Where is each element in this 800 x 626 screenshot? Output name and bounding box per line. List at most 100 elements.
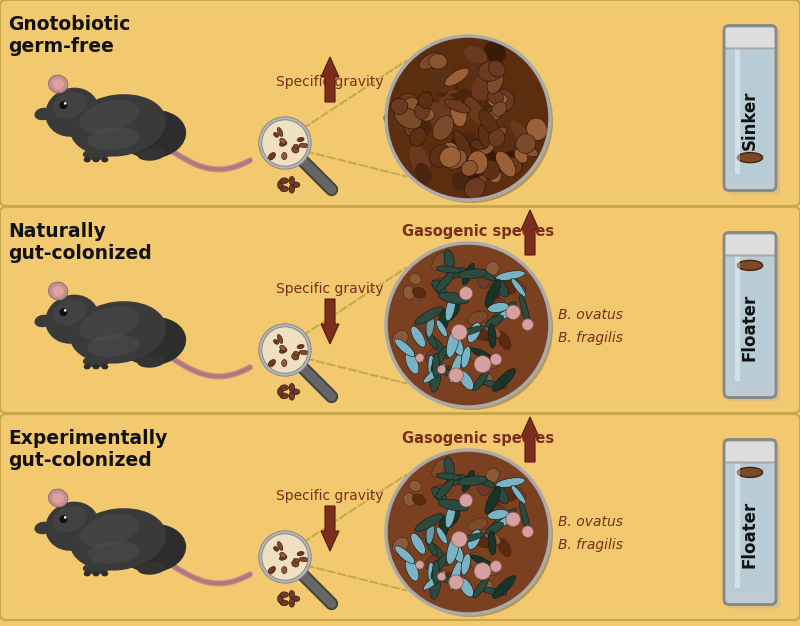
Ellipse shape xyxy=(402,99,429,122)
Circle shape xyxy=(386,450,550,614)
Ellipse shape xyxy=(70,94,166,156)
Ellipse shape xyxy=(446,535,459,565)
Text: Floater: Floater xyxy=(741,501,759,568)
Ellipse shape xyxy=(411,533,426,554)
Ellipse shape xyxy=(444,510,460,528)
Ellipse shape xyxy=(396,93,418,117)
Ellipse shape xyxy=(459,371,474,390)
Ellipse shape xyxy=(282,153,287,160)
Ellipse shape xyxy=(478,137,495,155)
Circle shape xyxy=(260,118,310,168)
Circle shape xyxy=(64,516,66,519)
Ellipse shape xyxy=(294,351,300,356)
Ellipse shape xyxy=(138,355,166,367)
Ellipse shape xyxy=(470,348,494,361)
Polygon shape xyxy=(321,57,339,102)
Ellipse shape xyxy=(403,285,414,299)
Ellipse shape xyxy=(465,178,486,198)
Ellipse shape xyxy=(280,138,286,144)
Ellipse shape xyxy=(393,331,408,346)
Circle shape xyxy=(386,243,550,407)
Polygon shape xyxy=(521,210,539,255)
Ellipse shape xyxy=(436,272,454,292)
Ellipse shape xyxy=(473,371,488,391)
Ellipse shape xyxy=(282,359,287,367)
Ellipse shape xyxy=(738,468,762,478)
Ellipse shape xyxy=(444,250,454,269)
Text: B. ovatus: B. ovatus xyxy=(558,515,623,529)
Ellipse shape xyxy=(432,487,446,503)
Ellipse shape xyxy=(46,295,99,344)
Ellipse shape xyxy=(292,560,299,567)
Ellipse shape xyxy=(280,552,286,558)
Ellipse shape xyxy=(49,489,68,507)
Ellipse shape xyxy=(436,320,447,337)
Ellipse shape xyxy=(53,493,64,503)
Ellipse shape xyxy=(472,535,492,548)
Ellipse shape xyxy=(458,476,487,486)
Ellipse shape xyxy=(516,134,536,153)
Ellipse shape xyxy=(426,522,434,544)
Circle shape xyxy=(474,563,491,580)
FancyBboxPatch shape xyxy=(724,232,776,398)
Ellipse shape xyxy=(477,269,492,289)
Ellipse shape xyxy=(280,346,286,351)
Circle shape xyxy=(451,531,467,547)
Text: Gasogenic species: Gasogenic species xyxy=(402,224,554,239)
Ellipse shape xyxy=(49,282,68,300)
Ellipse shape xyxy=(410,145,430,177)
Ellipse shape xyxy=(450,134,469,168)
Ellipse shape xyxy=(455,533,486,544)
Ellipse shape xyxy=(418,108,434,121)
Ellipse shape xyxy=(282,567,287,573)
FancyBboxPatch shape xyxy=(724,233,776,255)
Ellipse shape xyxy=(34,315,52,327)
Text: Experimentally: Experimentally xyxy=(8,429,167,448)
Ellipse shape xyxy=(405,121,421,136)
Ellipse shape xyxy=(87,128,140,150)
Ellipse shape xyxy=(79,100,139,133)
Ellipse shape xyxy=(485,279,501,307)
FancyBboxPatch shape xyxy=(724,441,776,463)
Ellipse shape xyxy=(291,389,300,394)
Ellipse shape xyxy=(430,364,452,376)
Ellipse shape xyxy=(490,494,499,512)
Ellipse shape xyxy=(458,132,481,160)
Ellipse shape xyxy=(493,89,514,111)
Ellipse shape xyxy=(475,530,488,546)
Ellipse shape xyxy=(424,100,446,123)
Ellipse shape xyxy=(297,552,304,556)
Ellipse shape xyxy=(470,552,484,573)
Circle shape xyxy=(438,572,446,581)
Ellipse shape xyxy=(482,108,505,125)
Ellipse shape xyxy=(470,345,484,366)
Ellipse shape xyxy=(520,501,530,531)
Ellipse shape xyxy=(34,521,52,534)
Ellipse shape xyxy=(410,128,426,146)
Ellipse shape xyxy=(481,580,493,592)
Ellipse shape xyxy=(494,150,509,180)
Circle shape xyxy=(260,532,310,582)
Ellipse shape xyxy=(505,156,522,174)
Ellipse shape xyxy=(488,324,496,348)
Ellipse shape xyxy=(436,480,454,499)
Ellipse shape xyxy=(496,478,525,488)
Ellipse shape xyxy=(278,180,283,189)
Ellipse shape xyxy=(84,571,90,577)
Ellipse shape xyxy=(420,103,450,126)
Ellipse shape xyxy=(278,541,283,550)
Ellipse shape xyxy=(426,331,438,349)
FancyBboxPatch shape xyxy=(0,0,800,206)
Ellipse shape xyxy=(278,387,283,396)
Bar xyxy=(735,43,740,173)
Ellipse shape xyxy=(450,334,464,356)
Ellipse shape xyxy=(467,151,488,174)
Ellipse shape xyxy=(478,110,499,135)
Ellipse shape xyxy=(120,317,186,366)
Ellipse shape xyxy=(278,595,283,603)
Ellipse shape xyxy=(501,157,522,176)
FancyBboxPatch shape xyxy=(0,414,800,620)
Ellipse shape xyxy=(120,110,186,158)
Ellipse shape xyxy=(433,485,450,496)
Ellipse shape xyxy=(462,162,482,183)
